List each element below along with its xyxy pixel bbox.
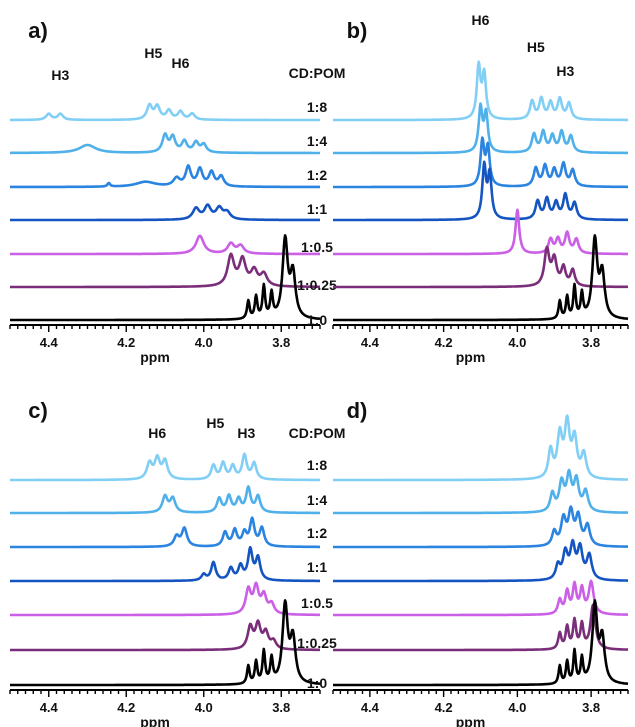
spectrum-1-2	[332, 136, 629, 189]
spectrum-1-0-5	[9, 581, 321, 617]
tick-label-4.0: 4.0	[508, 700, 526, 715]
nmr-panel-0: a) 4.4 4.2 4.0 3.8 ppm H3 H5 H6 CD:POM 1:8 1:4 1:2 1:…	[9, 18, 346, 365]
ratio-label-1-0: 1:0	[307, 675, 327, 691]
peak-label-H6: H6	[172, 55, 190, 71]
tick-label-4.0: 4.0	[508, 335, 526, 350]
ratio-label-1-8: 1:8	[307, 457, 327, 473]
spectrum-1-1	[9, 545, 321, 583]
ratio-label-1-1: 1:1	[307, 201, 327, 217]
spectrum-1-4	[332, 468, 629, 515]
spectrum-1-1	[9, 203, 321, 222]
peak-label-H5: H5	[144, 45, 162, 61]
spectrum-1-0	[332, 599, 629, 687]
ratio-label-1-0-25: 1:0.25	[297, 635, 337, 651]
tick-label-4.0: 4.0	[195, 335, 213, 350]
spectrum-1-4	[9, 132, 321, 155]
nmr-panel-3: d) 4.4 4.2 4.0 3.8 ppm	[332, 398, 629, 727]
peak-label-H6: H6	[148, 425, 166, 441]
tick-label-4.2: 4.2	[435, 700, 453, 715]
peak-label-H6: H6	[472, 12, 490, 28]
tick-label-4.2: 4.2	[435, 335, 453, 350]
spectrum-1-0	[9, 599, 321, 687]
panel-label: d)	[347, 398, 368, 423]
ratio-label-1-0-25: 1:0.25	[297, 277, 337, 293]
spectrum-1-0-5	[332, 208, 629, 256]
tick-label-4.4: 4.4	[40, 700, 59, 715]
x-axis-title: ppm	[140, 349, 170, 365]
spectrum-1-2	[332, 505, 629, 549]
tick-label-4.2: 4.2	[117, 335, 135, 350]
peak-label-H3: H3	[556, 63, 574, 79]
panel-label: b)	[347, 18, 368, 43]
spectrum-1-0-25	[9, 619, 321, 652]
spectrum-1-1	[332, 160, 629, 222]
ratio-label-1-4: 1:4	[307, 133, 327, 149]
x-axis-title: ppm	[456, 714, 486, 727]
ratio-label-1-0-5: 1:0.5	[301, 595, 333, 611]
spectrum-1-4	[332, 102, 629, 155]
tick-label-4.0: 4.0	[195, 700, 213, 715]
tick-label-4.2: 4.2	[117, 700, 135, 715]
tick-label-3.8: 3.8	[582, 700, 600, 715]
x-axis-title: ppm	[140, 714, 170, 727]
spectrum-1-0-5	[9, 234, 321, 256]
tick-label-3.8: 3.8	[272, 335, 290, 350]
ratio-label-1-0: 1:0	[307, 312, 327, 328]
panel-label: c)	[28, 398, 48, 423]
ratio-header: CD:POM	[289, 65, 346, 81]
spectrum-1-2	[9, 516, 321, 549]
ratio-label-1-4: 1:4	[307, 492, 327, 508]
spectrum-1-0-25	[9, 252, 321, 289]
ratio-label-1-0-5: 1:0.5	[301, 239, 333, 255]
spectrum-1-4	[9, 485, 321, 515]
tick-label-3.8: 3.8	[582, 335, 600, 350]
spectrum-1-0	[9, 234, 321, 322]
spectrum-1-0-25	[332, 603, 629, 652]
ratio-label-1-2: 1:2	[307, 167, 327, 183]
spectrum-1-8	[9, 452, 321, 482]
spectrum-1-0	[332, 234, 629, 322]
tick-label-4.4: 4.4	[40, 335, 59, 350]
ratio-label-1-2: 1:2	[307, 525, 327, 541]
ratio-header: CD:POM	[289, 425, 346, 441]
panel-label: a)	[28, 18, 48, 43]
ratio-label-1-1: 1:1	[307, 559, 327, 575]
spectrum-1-0-5	[332, 579, 629, 617]
peak-label-H5: H5	[206, 415, 224, 431]
x-axis-title: ppm	[456, 349, 486, 365]
tick-label-4.4: 4.4	[361, 700, 380, 715]
nmr-panel-2: c) 4.4 4.2 4.0 3.8 ppm H6 H5 H3 CD:POM 1:8 1:4 1:2 1:…	[9, 398, 346, 727]
spectrum-1-2	[9, 164, 321, 189]
ratio-label-1-8: 1:8	[307, 99, 327, 115]
spectrum-1-8	[9, 102, 321, 122]
peak-label-H5: H5	[527, 39, 545, 55]
nmr-panel-1: b) 4.4 4.2 4.0 3.8 ppm H6 H5 H3	[332, 12, 629, 365]
peak-label-H3: H3	[237, 425, 255, 441]
spectrum-1-8	[332, 60, 629, 122]
spectrum-1-8	[332, 414, 629, 482]
spectrum-1-0-25	[332, 245, 629, 289]
spectrum-1-1	[332, 538, 629, 583]
peak-label-H3: H3	[51, 67, 69, 83]
tick-label-4.4: 4.4	[361, 335, 380, 350]
tick-label-3.8: 3.8	[272, 700, 290, 715]
